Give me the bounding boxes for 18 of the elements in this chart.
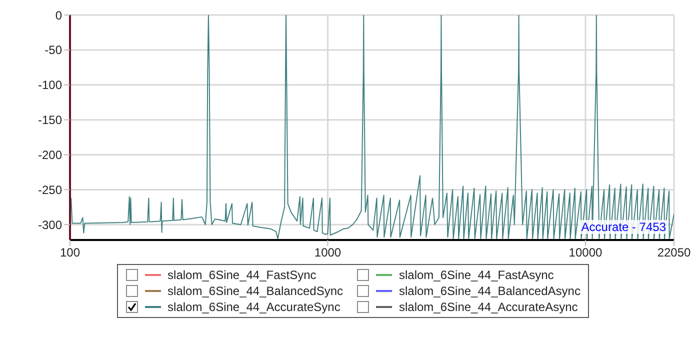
y-tick-label: -200	[38, 148, 62, 162]
y-tick-label: -150	[38, 113, 62, 128]
legend-label: slalom_6Sine_44_AccurateAsync	[399, 300, 578, 314]
y-tick-label: -300	[38, 218, 62, 232]
legend-label: slalom_6Sine_44_BalancedSync	[168, 284, 343, 298]
legend-label: slalom_6Sine_44_FastSync	[168, 268, 316, 282]
legend-label: slalom_6Sine_44_BalancedAsync	[399, 284, 580, 298]
x-tick-label: 1000	[314, 246, 342, 260]
legend-label: slalom_6Sine_44_AccurateSync	[168, 300, 340, 314]
legend-label: slalom_6Sine_44_FastAsync	[399, 268, 554, 282]
y-tick-label: -250	[38, 182, 62, 197]
x-tick-label: 10000	[568, 246, 602, 260]
annotation: Accurate - 7453	[579, 220, 668, 234]
y-tick-label: -50	[44, 43, 62, 58]
x-tick-label: 22050	[657, 246, 692, 260]
y-tick-label: -100	[38, 78, 62, 92]
y-tick-label: 0	[55, 8, 62, 22]
x-tick-label: 100	[60, 246, 80, 260]
